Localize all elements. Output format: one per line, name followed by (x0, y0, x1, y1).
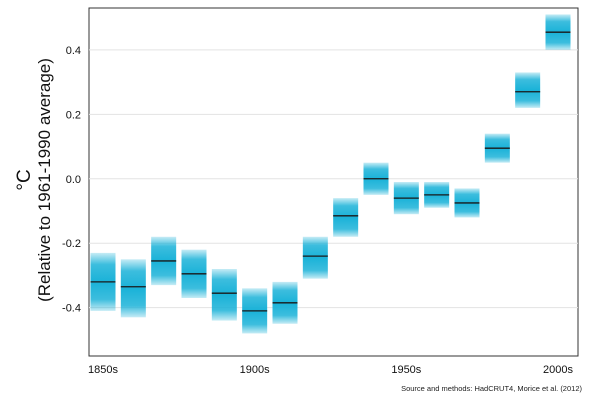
y-tick-label: -0.4 (62, 303, 81, 315)
y-axis-unit: °C (14, 169, 35, 190)
y-tick-labels: -0.4 -0.2 0.0 0.2 0.4 (62, 45, 81, 315)
y-tick-label: 0.4 (66, 45, 81, 57)
decade-uncertainty-box (120, 259, 146, 318)
y-tick-label: 0.0 (66, 174, 81, 186)
y-tick-label: 0.2 (66, 109, 81, 121)
y-tick-label: -0.2 (62, 238, 81, 250)
x-tick-label: 1900s (240, 364, 270, 376)
decade-boxes (90, 14, 571, 334)
y-axis-title: °C (Relative to 1961-1990 average) (14, 58, 54, 302)
x-tick-label: 1850s (88, 364, 118, 376)
x-tick-labels: 1850s 1900s 1950s 2000s (88, 364, 573, 376)
decade-uncertainty-box (211, 269, 237, 321)
x-tick-label: 2000s (543, 364, 573, 376)
decade-uncertainty-box (515, 72, 541, 108)
decade-uncertainty-box (333, 198, 359, 237)
y-axis-label: (Relative to 1961-1990 average) (35, 58, 54, 302)
source-note: Source and methods: HadCRUT4, Morice et … (401, 384, 582, 393)
x-tick-label: 1950s (391, 364, 421, 376)
decade-uncertainty-box (302, 236, 328, 279)
plot-frame (88, 7, 579, 357)
